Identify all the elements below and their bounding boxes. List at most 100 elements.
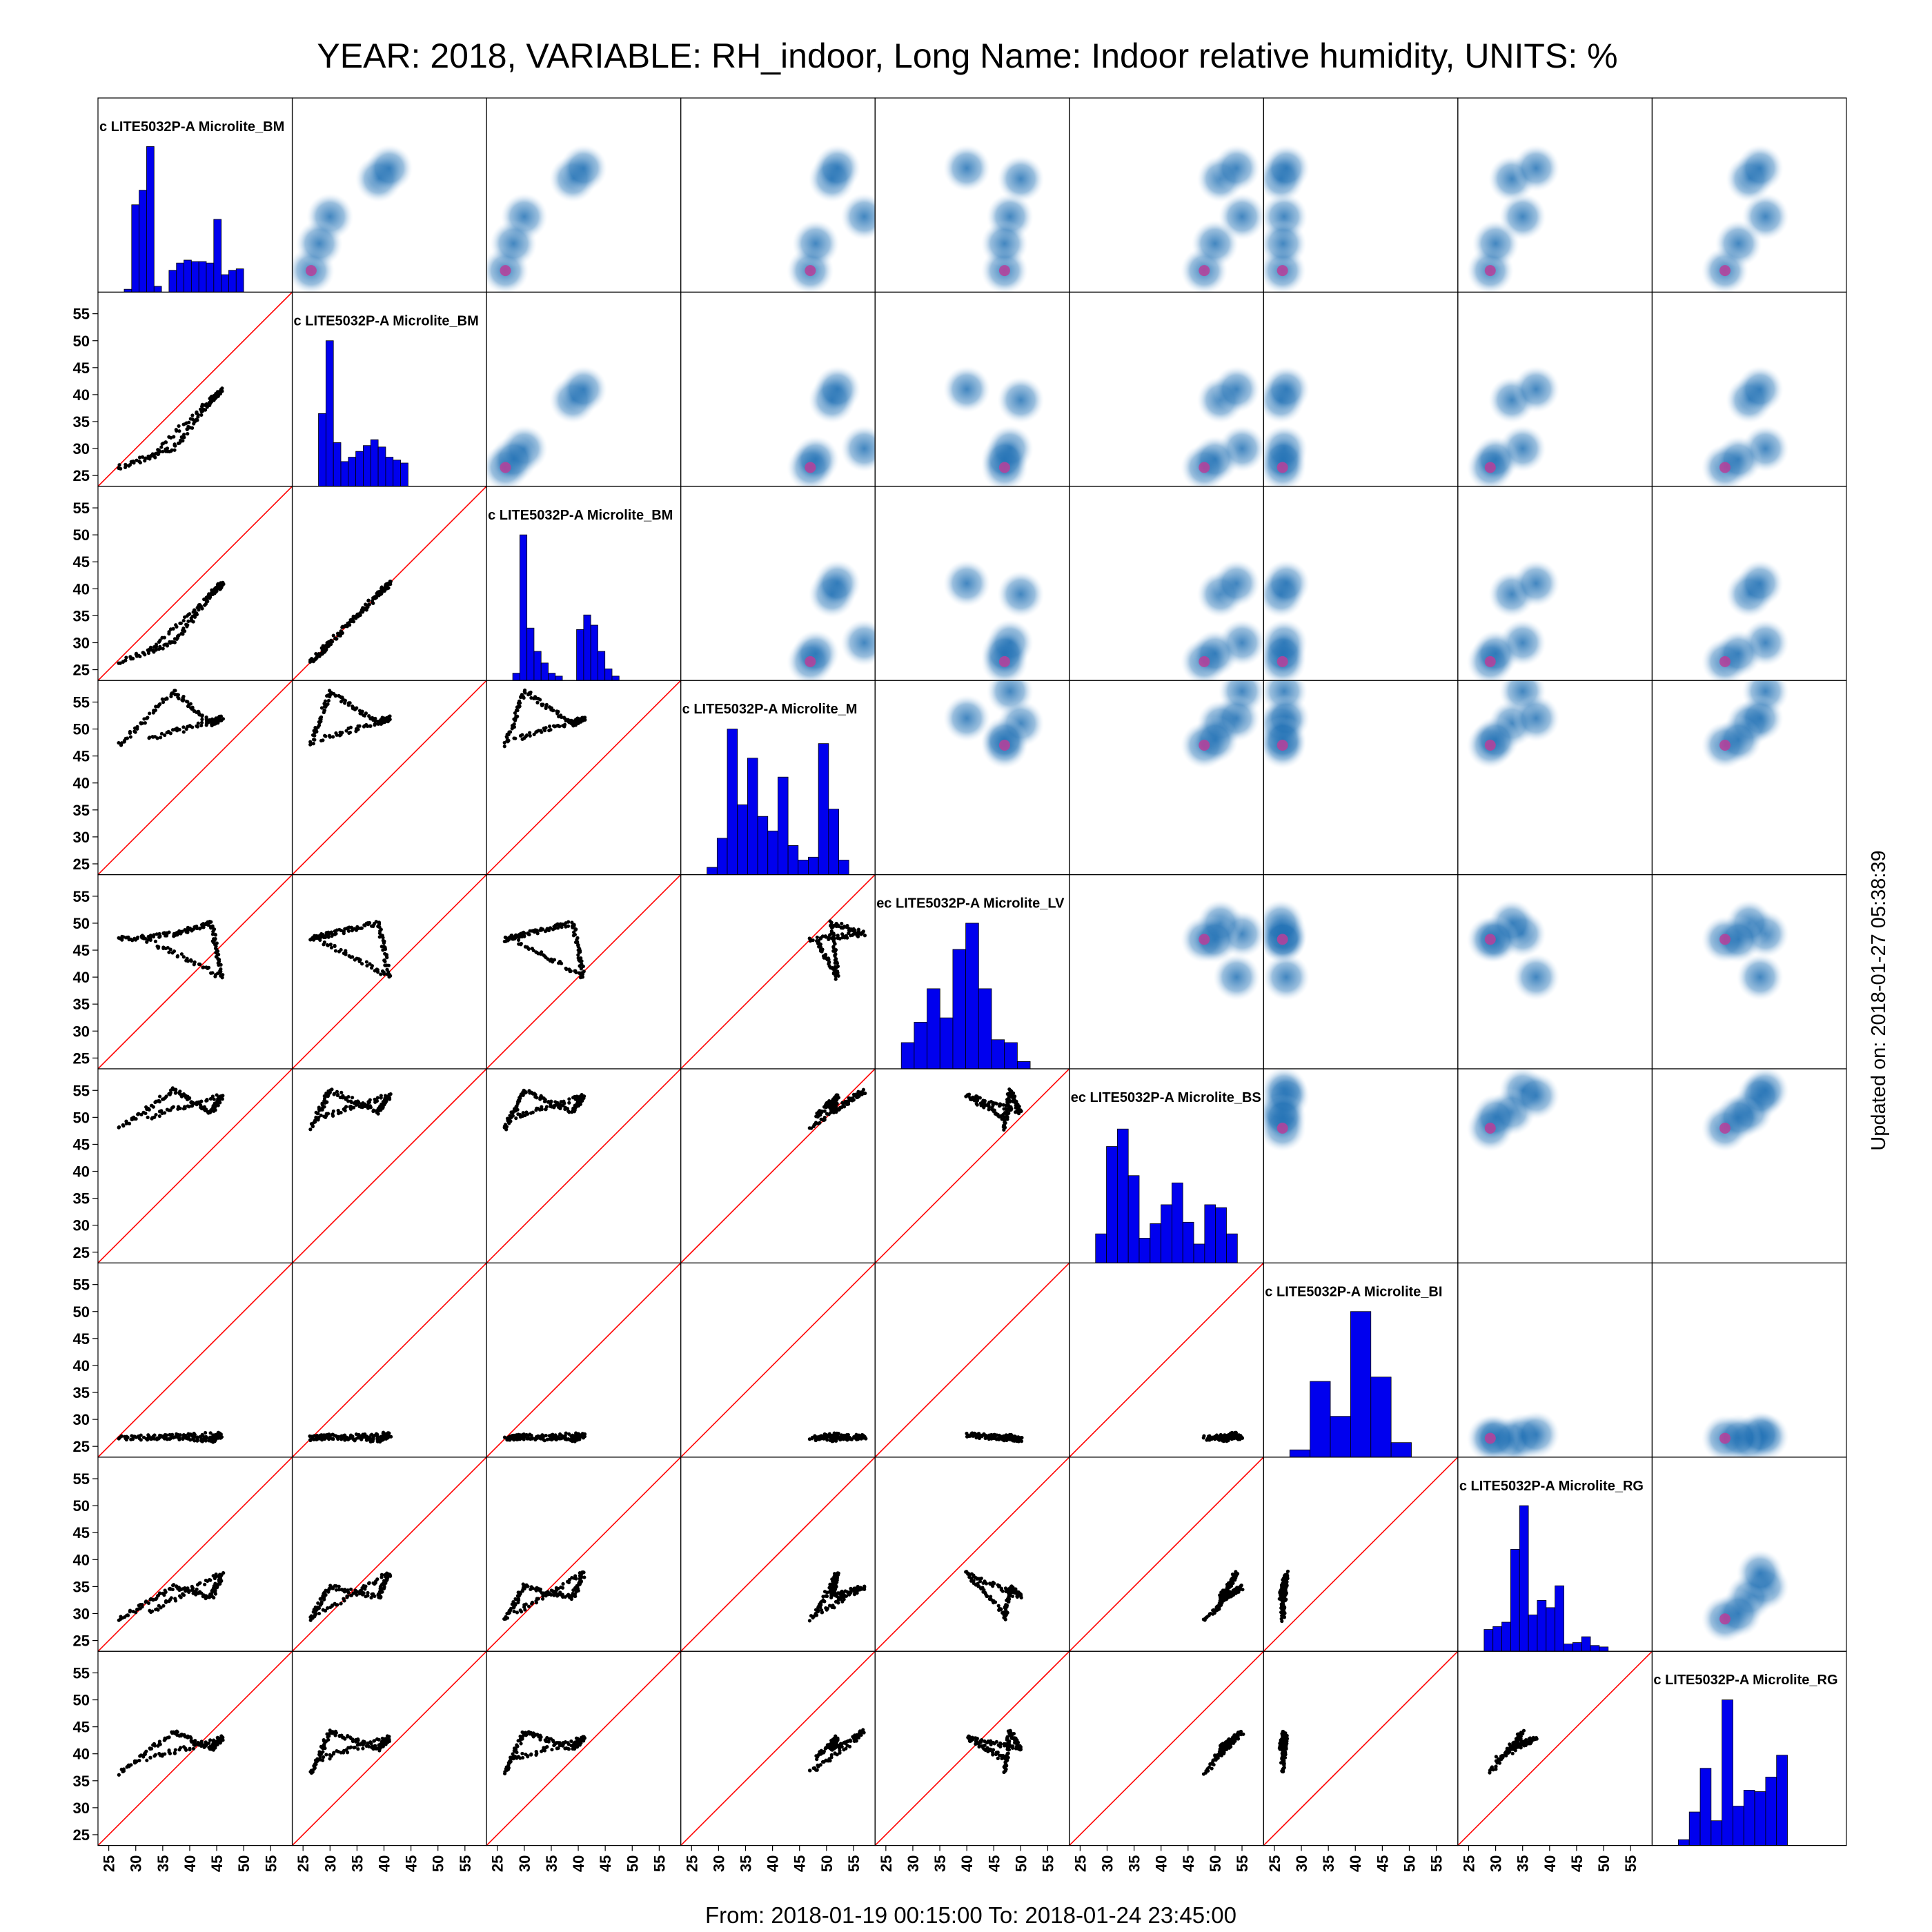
scatter-point (985, 1594, 989, 1598)
scatter-point (199, 413, 204, 417)
scatter-point (195, 606, 199, 610)
scatter-point (192, 963, 196, 967)
panel-7-2 (486, 1457, 682, 1652)
scatter-point (210, 394, 214, 399)
scatter-point (144, 936, 148, 941)
scatter-point (1281, 1597, 1285, 1601)
scatter-point (186, 1104, 190, 1108)
scatter-point (353, 1591, 357, 1595)
scatter-point (219, 969, 223, 974)
scatter-point (809, 1126, 814, 1130)
scatter-point (199, 1105, 204, 1109)
scatter-point (171, 1584, 175, 1588)
scatter-point (184, 1588, 188, 1593)
scatter-point (544, 702, 549, 707)
scatter-point (845, 924, 849, 928)
scatter-point (377, 931, 382, 936)
scatter-point (313, 726, 317, 730)
scatter-point (1003, 1617, 1007, 1621)
scatter-point (215, 1103, 220, 1107)
scatter-point (146, 456, 150, 460)
scatter-point (331, 1437, 335, 1441)
scatter-point (337, 1584, 341, 1588)
scatter-point (211, 1433, 215, 1437)
scatter-point (193, 709, 197, 713)
density-blob (997, 571, 1045, 618)
scatter-point (575, 718, 580, 722)
scatter-point (823, 954, 827, 958)
scatter-point (569, 1435, 573, 1439)
scatter-point (515, 1610, 520, 1615)
panel-6-2 (486, 1262, 682, 1458)
scatter-point (972, 1096, 976, 1100)
scatter-point (311, 742, 315, 746)
hist-bar (213, 219, 222, 293)
scatter-point (1020, 1436, 1024, 1440)
scatter-point (821, 1595, 825, 1599)
scatter-point (538, 1587, 542, 1591)
scatter-point (348, 1433, 353, 1437)
hist-bar (1370, 1377, 1392, 1457)
scatter-point (346, 1099, 351, 1103)
hist-bar (400, 462, 408, 486)
scatter-point (216, 393, 220, 398)
scatter-point (140, 455, 145, 459)
scatter-point (528, 731, 532, 735)
density-peak (1276, 740, 1288, 751)
scatter-point (822, 1109, 827, 1113)
scatter-point (146, 1601, 151, 1605)
scatter-point (148, 645, 153, 650)
scatter-point (833, 961, 837, 965)
scatter-point (152, 933, 156, 937)
scatter-point (1214, 1608, 1219, 1613)
density-blob (840, 619, 876, 667)
panel-2-1 (291, 486, 487, 681)
scatter-point (538, 698, 542, 702)
scatter-point (181, 439, 185, 443)
scatter-point (319, 652, 324, 656)
density-blob (943, 144, 991, 192)
scatter-point (196, 721, 200, 725)
scatter-point (360, 962, 364, 966)
scatter-point (1218, 1599, 1222, 1603)
scatter-point (333, 943, 337, 948)
hist-bar (533, 651, 542, 681)
scatter-point (840, 932, 845, 936)
scatter-point (1202, 1434, 1206, 1438)
scatter-point (320, 1438, 324, 1442)
scatter-point (535, 1096, 539, 1100)
scatter-point (384, 1099, 388, 1103)
scatter-point (121, 1769, 126, 1773)
density-blob (980, 435, 1028, 483)
scatter-point (522, 934, 526, 938)
scatter-point (822, 1116, 827, 1120)
scatter-point (189, 959, 193, 963)
scatter-point (146, 649, 151, 653)
panel-7-7: c LITE5032P-A Microlite_RG (1457, 1457, 1653, 1652)
scatter-point (204, 1596, 208, 1601)
scatter-point (856, 934, 860, 938)
scatter-point (188, 426, 193, 430)
scatter-point (562, 1099, 566, 1103)
panel-7-5 (1069, 1457, 1264, 1652)
scatter-point (176, 1107, 180, 1111)
scatter-point (385, 967, 389, 972)
scatter-point (379, 1575, 384, 1579)
scatter-point (119, 466, 123, 471)
scatter-point (522, 689, 526, 693)
scatter-point (972, 1579, 976, 1583)
panel-5-0 (97, 1068, 293, 1263)
scatter-point (512, 736, 516, 740)
scatter-point (317, 1611, 322, 1616)
scatter-point (377, 593, 381, 598)
panel-4-2 (486, 874, 682, 1070)
scatter-point (209, 920, 213, 924)
scatter-point (556, 1435, 561, 1439)
panel-2-3 (680, 486, 876, 681)
density-blob (792, 220, 840, 268)
scatter-point (1009, 1105, 1013, 1109)
scatter-point (564, 966, 568, 971)
scatter-point (198, 407, 203, 411)
scatter-point (382, 1586, 386, 1590)
scatter-point (209, 926, 213, 930)
